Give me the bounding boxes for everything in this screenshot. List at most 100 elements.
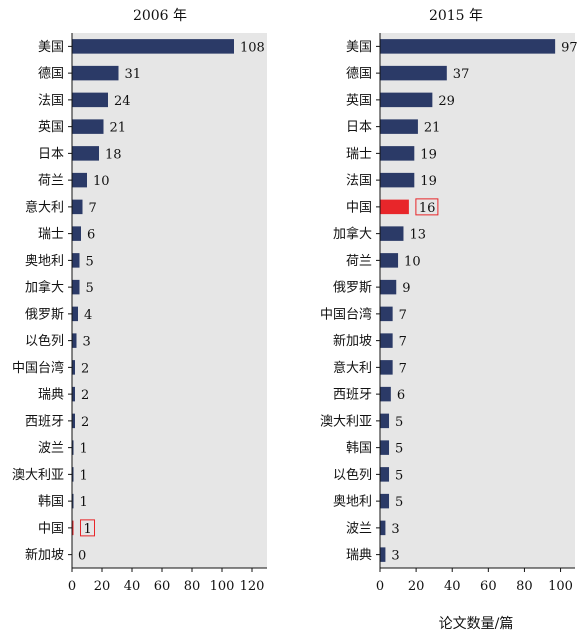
data-label: 97 xyxy=(561,40,578,55)
category-label: 西班牙 xyxy=(333,388,372,403)
category-label: 以色列 xyxy=(333,467,372,483)
x-tick-label: 100 xyxy=(210,579,235,594)
x-tick-label: 20 xyxy=(408,579,425,594)
category-label: 瑞士 xyxy=(38,227,64,242)
category-label: 奥地利 xyxy=(25,254,64,269)
category-label: 西班牙 xyxy=(25,414,64,429)
x-tick-label: 100 xyxy=(548,579,573,594)
bar xyxy=(72,65,119,81)
bar xyxy=(72,119,104,134)
bar xyxy=(72,226,81,241)
category-label: 美国 xyxy=(38,40,64,55)
bar xyxy=(72,413,75,429)
highlight-box xyxy=(415,198,439,216)
data-label: 10 xyxy=(404,254,421,269)
category-label: 加拿大 xyxy=(333,226,372,242)
bar xyxy=(380,467,390,482)
data-label: 5 xyxy=(395,495,403,510)
category-label: 俄罗斯 xyxy=(25,307,64,322)
data-label: 2 xyxy=(81,415,89,430)
data-label: 29 xyxy=(438,94,455,109)
x-axis-label: 论文数量/篇 xyxy=(439,616,514,632)
category-label: 瑞典 xyxy=(346,548,372,563)
chart-title: 2006 年 xyxy=(133,8,187,24)
category-label: 法国 xyxy=(38,93,64,108)
category-label: 法国 xyxy=(346,174,372,189)
data-label: 0 xyxy=(78,549,86,564)
data-label: 7 xyxy=(89,201,97,216)
data-label: 18 xyxy=(105,147,122,162)
bar xyxy=(380,39,556,54)
bar xyxy=(72,39,234,54)
bar xyxy=(380,520,386,536)
category-label: 中国台湾 xyxy=(12,360,64,376)
category-label: 以色列 xyxy=(25,333,64,349)
data-label: 24 xyxy=(114,94,131,109)
bar xyxy=(380,306,393,322)
bar xyxy=(72,146,99,161)
category-label: 俄罗斯 xyxy=(333,281,372,296)
bar xyxy=(380,253,399,268)
category-label: 中国 xyxy=(38,521,64,536)
x-tick-label: 40 xyxy=(124,579,141,594)
data-label: 3 xyxy=(391,522,399,537)
bar xyxy=(380,226,404,241)
x-tick-label: 20 xyxy=(94,579,111,594)
bar xyxy=(380,413,390,429)
category-label: 加拿大 xyxy=(25,280,64,296)
data-label: 4 xyxy=(84,308,92,323)
data-label: 2 xyxy=(81,361,89,376)
data-label: 7 xyxy=(399,361,407,376)
data-label: 1 xyxy=(80,468,88,483)
highlight-box xyxy=(80,519,95,537)
category-label: 日本 xyxy=(346,120,372,135)
bar xyxy=(72,172,87,188)
bar xyxy=(380,493,390,509)
data-label: 7 xyxy=(399,335,407,350)
data-label: 19 xyxy=(420,147,437,162)
data-label: 108 xyxy=(240,40,265,55)
bar xyxy=(380,119,418,134)
bar xyxy=(380,172,415,188)
category-label: 中国 xyxy=(346,200,372,215)
category-label: 荷兰 xyxy=(38,174,64,189)
x-tick-label: 80 xyxy=(184,579,201,594)
plot-background xyxy=(380,33,575,568)
bar xyxy=(380,547,386,562)
bar xyxy=(72,520,74,536)
data-label: 2 xyxy=(81,388,89,403)
category-label: 澳大利亚 xyxy=(12,467,64,483)
data-label: 6 xyxy=(87,228,95,243)
bar xyxy=(72,253,80,268)
category-label: 新加坡 xyxy=(25,547,64,563)
bar xyxy=(380,279,397,295)
data-label: 5 xyxy=(395,442,403,457)
bar xyxy=(72,386,75,402)
bar xyxy=(72,306,78,322)
x-tick-label: 80 xyxy=(516,579,533,594)
data-label: 5 xyxy=(395,468,403,483)
category-label: 日本 xyxy=(38,147,64,162)
data-label: 3 xyxy=(391,549,399,564)
bar xyxy=(72,199,83,215)
category-label: 意大利 xyxy=(333,360,372,376)
category-label: 瑞士 xyxy=(346,147,372,162)
category-label: 中国台湾 xyxy=(320,306,372,322)
data-label: 1 xyxy=(84,522,92,537)
bar xyxy=(72,92,108,108)
bar xyxy=(380,333,393,348)
data-label: 9 xyxy=(402,281,410,296)
category-label: 德国 xyxy=(38,67,64,82)
category-label: 新加坡 xyxy=(333,333,372,349)
data-label: 1 xyxy=(80,495,88,510)
x-tick-label: 40 xyxy=(444,579,461,594)
bar xyxy=(380,92,433,108)
data-label: 16 xyxy=(419,201,436,216)
category-label: 韩国 xyxy=(38,495,64,510)
bar xyxy=(72,493,74,509)
data-label: 13 xyxy=(409,228,426,243)
bar xyxy=(72,467,74,482)
category-label: 瑞典 xyxy=(38,388,64,403)
data-label: 37 xyxy=(453,67,470,82)
